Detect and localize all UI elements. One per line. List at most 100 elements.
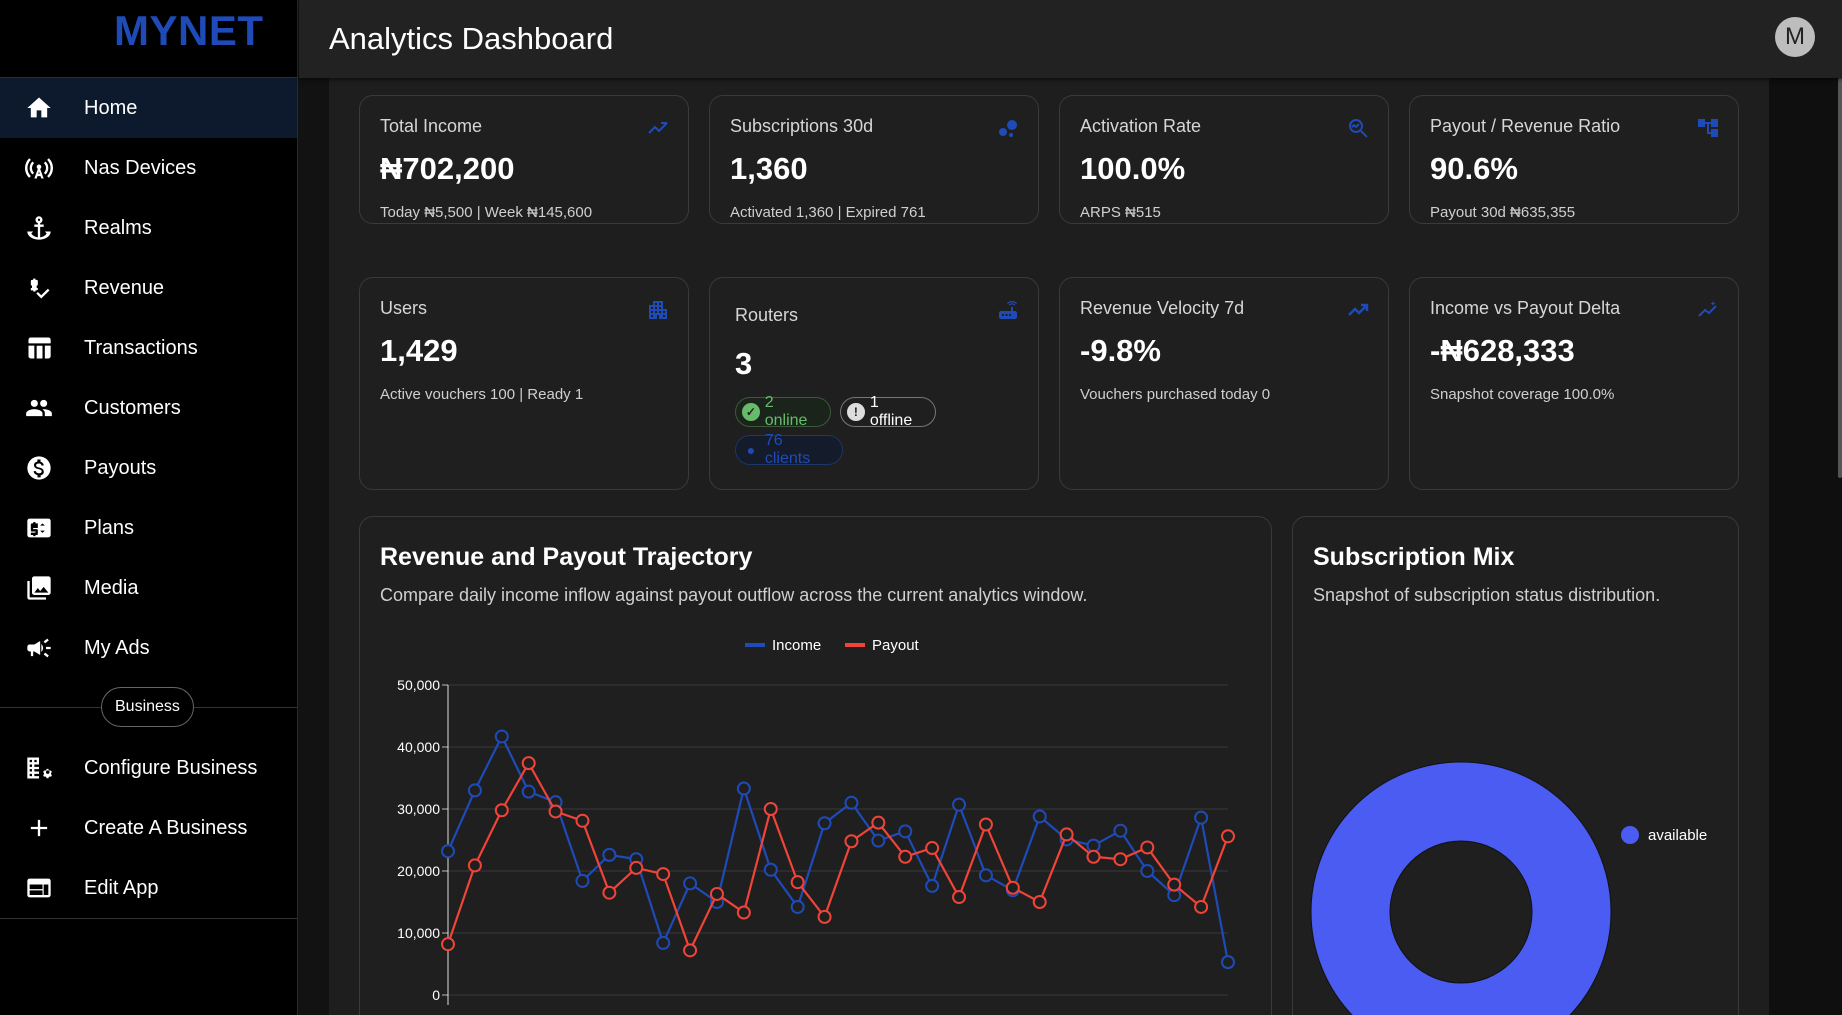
data-point [736,905,751,920]
data-point [683,943,698,958]
insights-icon [1696,298,1720,322]
data-point [575,813,590,828]
sidebar-nav: Home Nas Devices Realms Revenue Transact… [0,78,297,678]
sidebar-item-payouts[interactable]: Payouts [0,438,297,498]
series-line [446,762,1230,952]
stat-title: Income vs Payout Delta [1430,298,1621,318]
online-count: 2 online [764,394,808,429]
data-point [709,886,724,901]
data-point [898,849,913,864]
data-point [1194,899,1209,914]
data-point [656,935,671,950]
stat-value: -9.8% [1080,333,1161,368]
stat-title: Revenue Velocity 7d [1080,298,1245,318]
data-point [1221,829,1235,844]
sidebar-item-customers[interactable]: Customers [0,378,297,438]
logo-text: MYNET [114,6,264,54]
data-point [898,824,913,839]
data-point [925,841,940,856]
sidebar-item-label: Media [84,576,139,599]
sidebar-item-edit-app[interactable]: Edit App [0,858,297,918]
offline-count: 1 offline [869,394,913,429]
campaign-icon [24,633,54,663]
sidebar-item-home[interactable]: Home [0,78,297,138]
check-circle-icon: ✓ [742,403,760,421]
scrollbar[interactable] [1838,78,1842,478]
data-point [1221,955,1235,970]
stat-value: -₦628,333 [1430,333,1575,368]
stat-title: Activation Rate [1080,116,1202,136]
data-point [1140,864,1155,878]
sidebar-item-plans[interactable]: Plans [0,498,297,558]
stat-title: Routers [735,305,799,325]
sidebar-item-configure-business[interactable]: Configure Business [0,738,297,798]
stat-card-income-delta: Income vs Payout Delta -₦628,333 Snapsho… [1409,277,1739,490]
data-point [1167,877,1182,892]
y-tick-label: 20,000 [397,863,440,879]
stat-sub: Payout 30d ₦635,355 [1430,204,1576,221]
sidebar-item-label: Edit App [84,876,159,899]
stat-card-routers: Routers 3 ✓ 2 online ! 1 offline ● 76 cl… [709,277,1039,490]
stat-card-activation-rate: Activation Rate 100.0% ARPS ₦515 [1059,95,1389,224]
sidebar-item-nas-devices[interactable]: Nas Devices [0,138,297,198]
business-chip: Business [101,687,194,727]
stat-sub: Active vouchers 100 | Ready 1 [380,386,584,403]
y-tick-label: 40,000 [397,739,440,755]
business-section-divider: Business [0,678,297,738]
legend-label: Income [772,637,821,654]
data-point [521,756,536,771]
data-point [1194,810,1209,825]
alert-circle-icon: ! [847,403,865,421]
y-tick-label: 50,000 [397,677,440,693]
sidebar-bottom-divider [0,918,297,919]
data-point [441,844,455,859]
pie-slice [1310,761,1612,1015]
sidebar-item-label: Plans [84,516,135,539]
stat-card-payout-ratio: Payout / Revenue Ratio 90.6% Payout 30d … [1409,95,1739,224]
data-point [844,834,859,849]
sidebar-item-media[interactable]: Media [0,558,297,618]
legend-swatch [1621,826,1639,844]
stat-sub: ARPS ₦515 [1080,204,1161,221]
data-point [952,797,967,812]
sidebar-item-realms[interactable]: Realms [0,198,297,258]
trajectory-card: Revenue and Payout Trajectory Compare da… [359,516,1272,1015]
data-point [467,783,482,798]
avatar[interactable]: M [1775,17,1815,57]
stat-sub: Snapshot coverage 100.0% [1430,386,1615,403]
topbar: Analytics Dashboard M [299,0,1842,78]
stat-value: 1,360 [730,151,808,186]
legend-label: Payout [872,637,920,654]
data-point [602,885,617,900]
data-point [763,802,778,816]
data-point [629,860,644,875]
page-title: Analytics Dashboard [329,21,614,56]
sidebar-item-label: Configure Business [84,756,258,779]
trending-up-icon [646,116,670,140]
data-point [844,795,859,810]
data-point [494,729,509,744]
data-point [575,873,590,888]
clients-chip: ● 76 clients [735,432,843,467]
online-status-chip: ✓ 2 online [735,394,831,429]
sidebar-item-my-ads[interactable]: My Ads [0,618,297,678]
data-point [683,876,698,891]
data-point [952,890,967,905]
brand-logo[interactable]: MYNET [0,0,297,78]
sidebar-item-transactions[interactable]: Transactions [0,318,297,378]
y-tick-label: 10,000 [397,925,440,941]
data-point [467,858,482,873]
stat-card-total-income: Total Income ₦702,200 Today ₦5,500 | Wee… [359,95,689,224]
data-point [871,815,886,830]
trajectory-subtitle: Compare daily income inflow against payo… [380,585,1088,605]
sidebar-item-create-business[interactable]: Create A Business [0,798,297,858]
stat-value: 3 [735,346,753,381]
stat-sub: Activated 1,360 | Expired 761 [730,204,926,221]
sidebar-item-revenue[interactable]: Revenue [0,258,297,318]
data-point [1005,880,1020,895]
sidebar-item-label: Payouts [84,456,157,479]
data-point [1113,852,1128,867]
anchor-icon [24,213,54,243]
data-point [1113,823,1128,838]
data-point [521,784,536,799]
